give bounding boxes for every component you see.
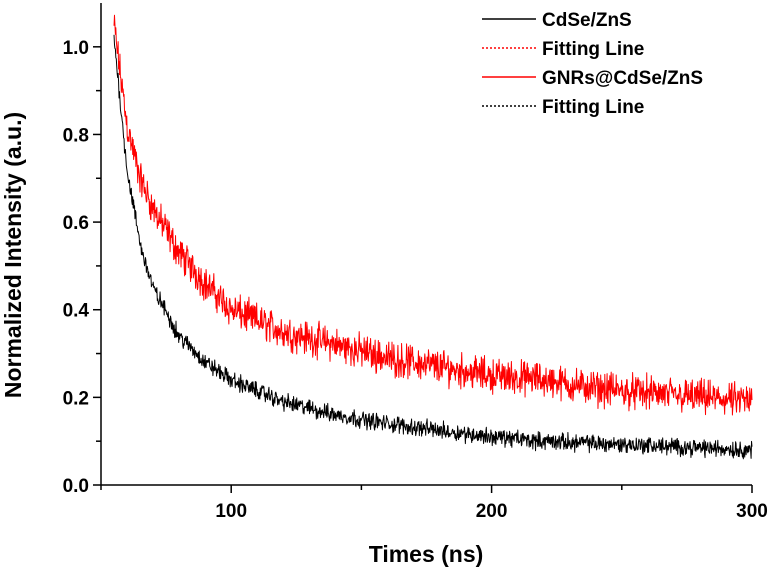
- x-tick-label: 300: [736, 501, 768, 522]
- legend-label: CdSe/ZnS: [542, 10, 632, 31]
- legend-label: Fitting Line: [542, 39, 644, 60]
- legend-label: Fitting Line: [542, 97, 644, 118]
- y-tick-label: 0.4: [63, 301, 90, 322]
- y-axis-title: Normalized Intensity (a.u.): [0, 112, 26, 398]
- axes: 100 200 300 0.0 0.2 0.4 0.6 0.8 1.0: [63, 3, 768, 522]
- plot-series: [113, 14, 753, 460]
- y-tick-label: 1.0: [63, 38, 89, 59]
- y-tick-label: 0.0: [63, 476, 89, 497]
- series-line-cdse-zns: [113, 34, 753, 460]
- legend-label: GNRs@CdSe/ZnS: [542, 68, 703, 89]
- x-axis-title: Times (ns): [369, 541, 484, 567]
- legend: CdSe/ZnS Fitting Line GNRs@CdSe/ZnS Fitting…: [482, 10, 703, 118]
- y-tick-label: 0.2: [63, 388, 89, 409]
- x-tick-label: 100: [215, 501, 247, 522]
- series-line-gnrs-cdse-zns: [113, 14, 753, 416]
- x-tick-label: 200: [476, 501, 508, 522]
- y-tick-label: 0.6: [63, 213, 89, 234]
- y-tick-label: 0.8: [63, 125, 89, 146]
